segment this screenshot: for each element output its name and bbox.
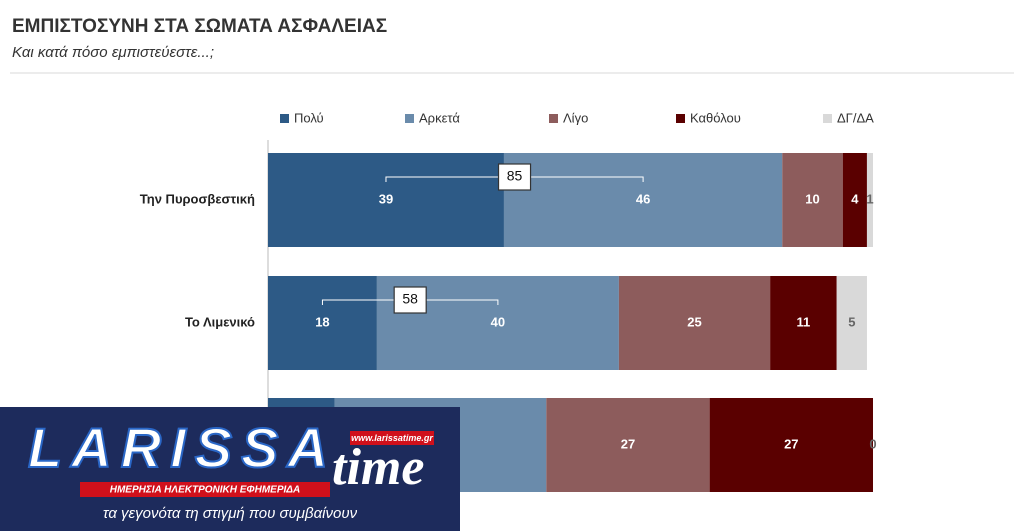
legend-label: Λίγο <box>563 110 588 125</box>
legend-swatch <box>405 114 414 123</box>
legend-swatch <box>823 114 832 123</box>
legend-label: Πολύ <box>294 110 324 125</box>
category-label: Το Λιμενικό <box>185 314 255 329</box>
banner-bg <box>80 482 330 497</box>
data-label: 4 <box>851 191 859 206</box>
data-label: 1 <box>866 191 873 206</box>
bar-segment <box>782 153 843 247</box>
bar-segment <box>770 276 837 370</box>
data-label: 11 <box>797 314 811 329</box>
data-label: 39 <box>379 191 393 206</box>
data-label: 46 <box>636 191 650 206</box>
data-label: 27 <box>784 436 798 451</box>
bar-segment <box>503 153 783 247</box>
legend-label: Καθόλου <box>690 110 741 125</box>
bar-segment <box>546 398 710 492</box>
bar-segment <box>709 398 873 492</box>
bar-segment <box>836 276 867 370</box>
url-bg <box>350 431 434 445</box>
logo-brand-2: time <box>332 439 424 496</box>
chart-subtitle: Και κατά πόσο εμπιστεύεστε...; <box>12 44 214 61</box>
total-box <box>497 163 532 191</box>
bar-segment <box>268 276 377 370</box>
total-label: 58 <box>402 291 418 307</box>
data-label: 40 <box>491 314 505 329</box>
legend-swatch <box>676 114 685 123</box>
data-label: 5 <box>848 314 855 329</box>
data-label: 18 <box>315 314 329 329</box>
logo: LARISSA www.larissatime.gr time ΗΜΕΡΗΣΙΑ… <box>0 407 460 531</box>
logo-bg <box>0 407 460 531</box>
legend-label: Αρκετά <box>419 110 460 125</box>
total-box <box>393 286 427 314</box>
chart-title: ΕΜΠΙΣΤΟΣΥΝΗ ΣΤΑ ΣΩΜΑΤΑ ΑΣΦΑΛΕΙΑΣ <box>12 16 387 37</box>
data-label: 10 <box>805 191 819 206</box>
data-label: 25 <box>687 314 701 329</box>
category-label: Την Πυροσβεστική <box>140 191 255 206</box>
logo-url: www.larissatime.gr <box>351 433 433 443</box>
data-label: 0 <box>869 436 876 451</box>
bar-segment <box>866 153 873 247</box>
legend-swatch <box>549 114 558 123</box>
logo-tagline: τα γεγονότα τη στιγμή που συμβαίνουν <box>103 505 358 522</box>
legend-swatch <box>280 114 289 123</box>
bar-segment <box>268 153 504 247</box>
bar-segment <box>842 153 867 247</box>
total-label: 85 <box>507 168 523 184</box>
bar-segment <box>618 276 771 370</box>
legend-label: ΔΓ/ΔΑ <box>837 110 874 125</box>
logo-banner: ΗΜΕΡΗΣΙΑ ΗΛΕΚΤΡΟΝΙΚΗ ΕΦΗΜΕΡΙΔΑ <box>110 485 300 496</box>
data-label: 27 <box>621 436 635 451</box>
